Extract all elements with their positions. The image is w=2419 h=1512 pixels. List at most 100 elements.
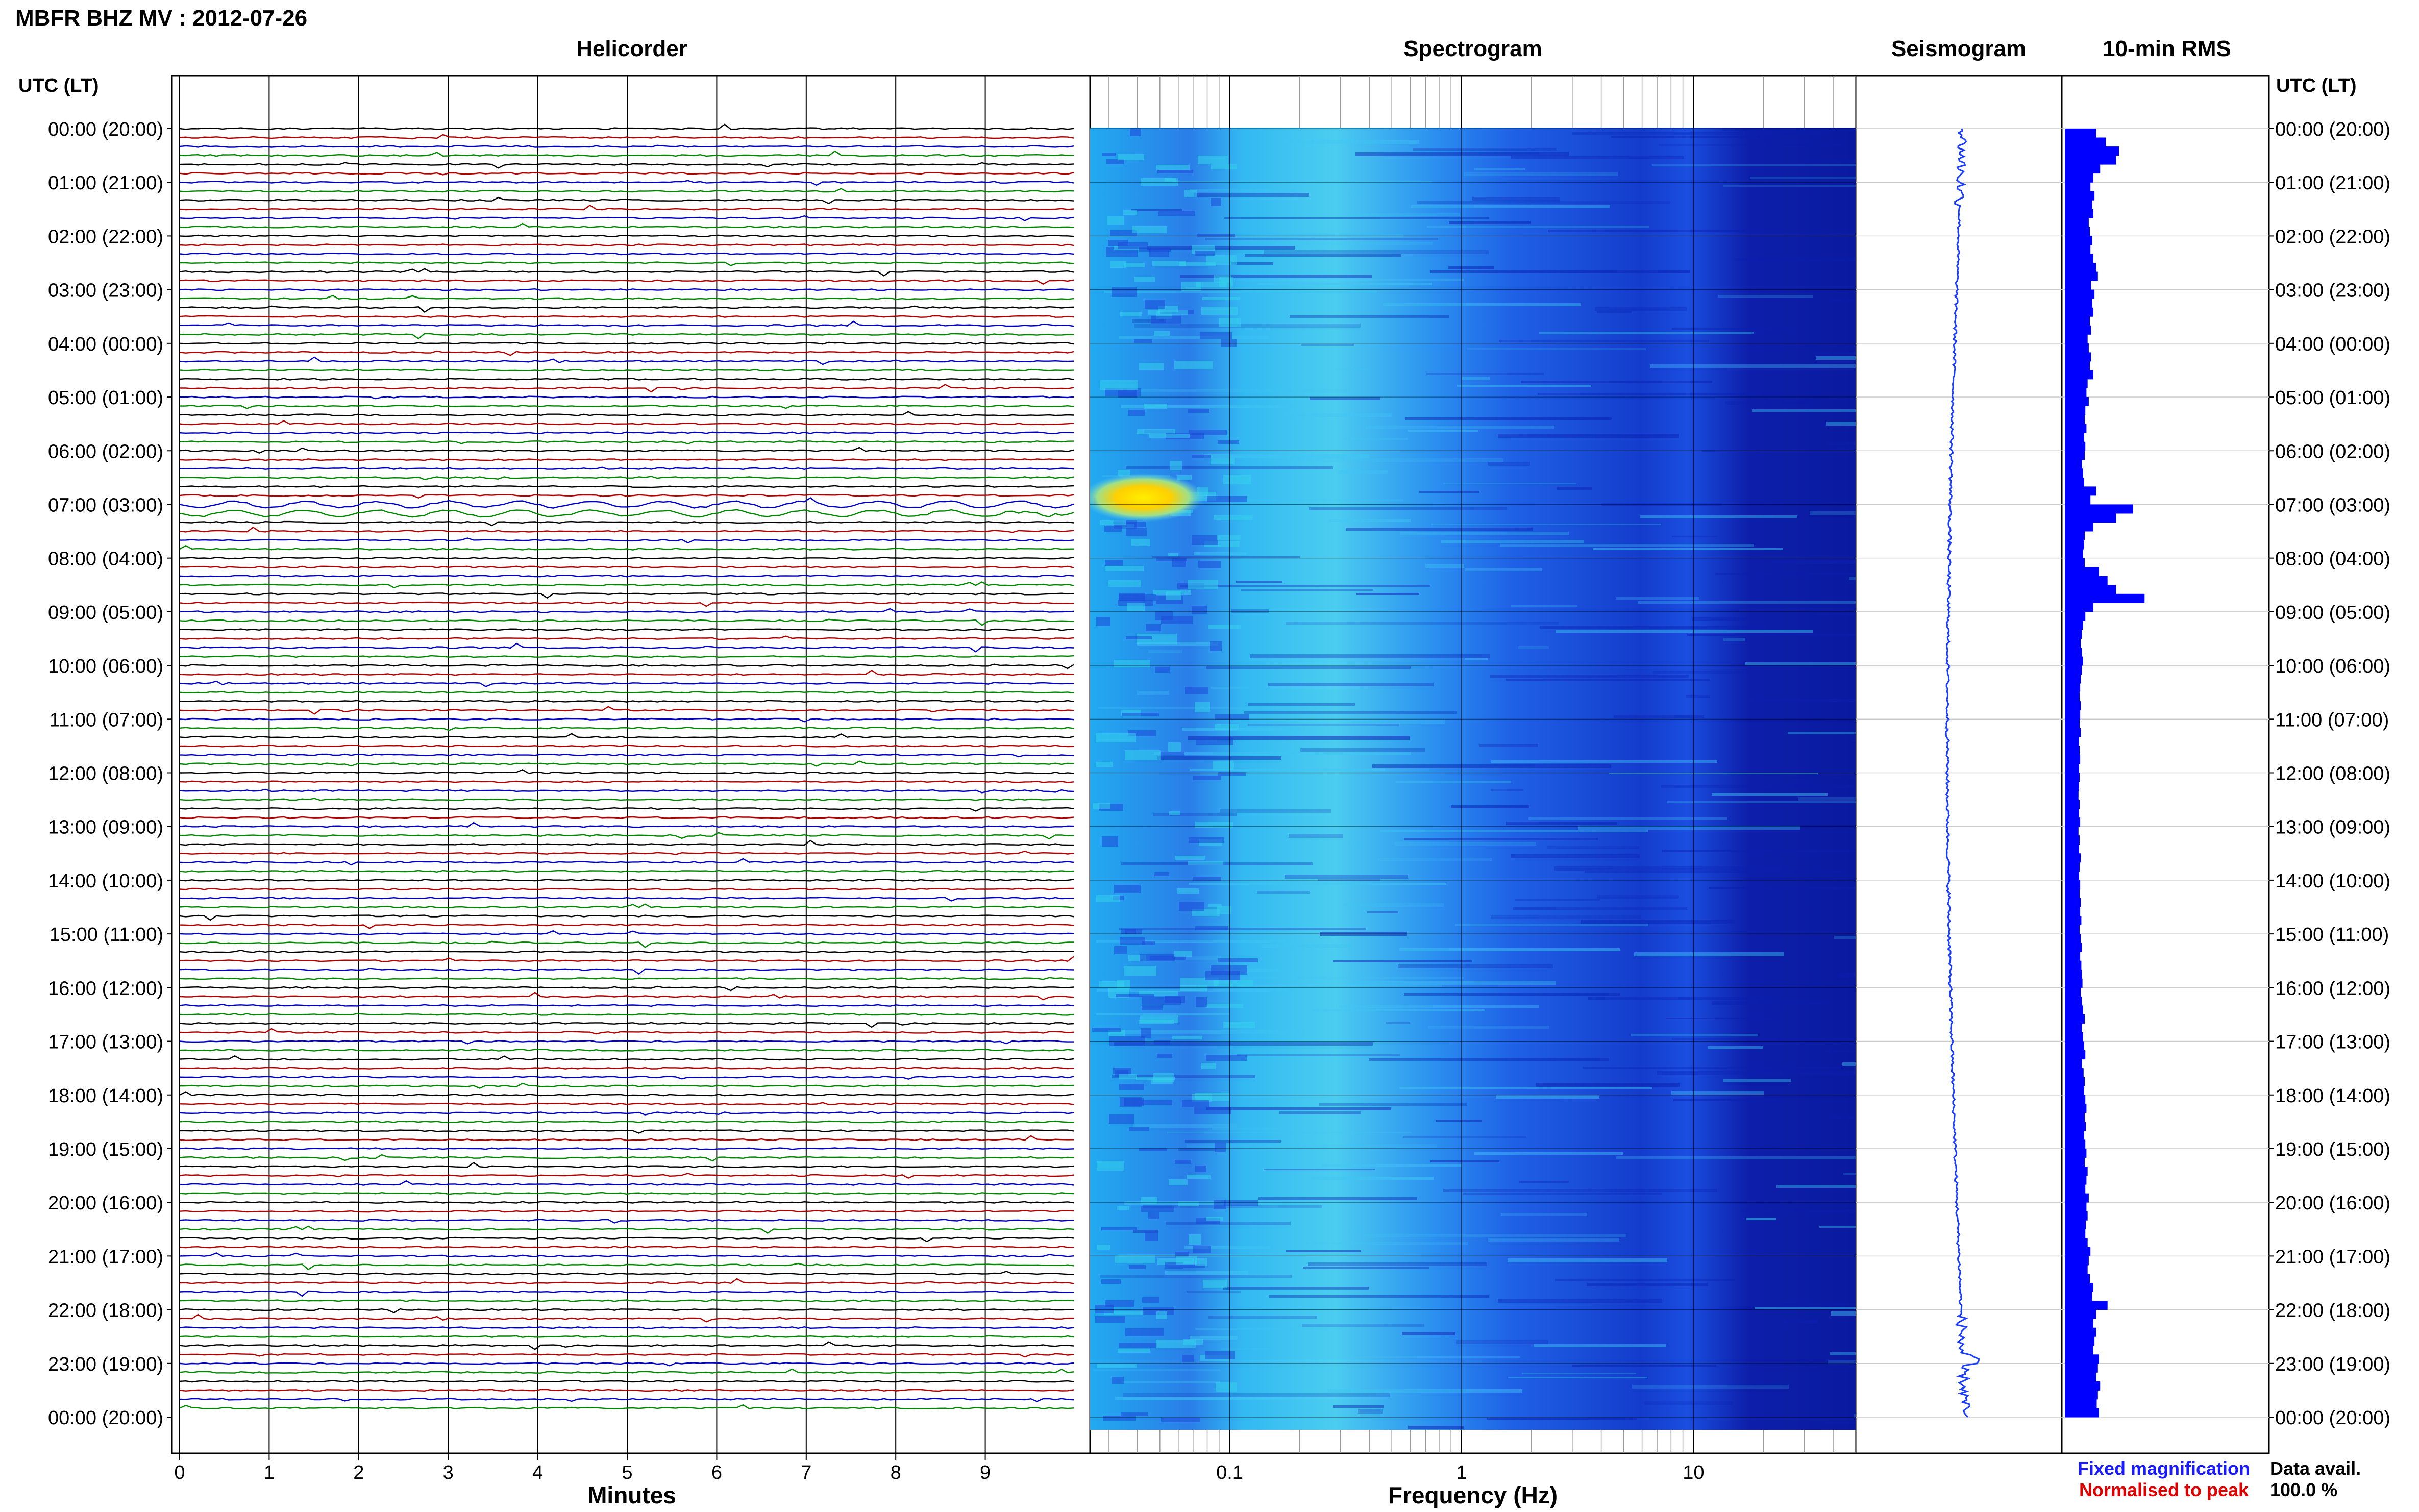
- spectrogram-band: [1107, 216, 1124, 225]
- helicorder-trace: [179, 150, 1074, 157]
- time-label-left: 16:00 (12:00): [48, 978, 163, 999]
- spectrogram-band: [1578, 826, 1800, 830]
- spectrogram-band: [1540, 626, 1765, 629]
- rms-bar: [2065, 271, 2098, 281]
- spectrogram-band: [1692, 617, 1746, 621]
- helicorder-trace: [179, 956, 1074, 962]
- spectrogram-band: [1118, 1349, 1150, 1353]
- helicorder-trace: [179, 1180, 1074, 1186]
- rms-bar: [2065, 576, 2108, 585]
- spectrogram-band: [1788, 732, 1856, 734]
- spectrogram-band: [1347, 213, 1460, 216]
- spectrogram-band: [1143, 1205, 1322, 1208]
- helicorder-trace: [179, 234, 1074, 238]
- helicorder-trace: [179, 879, 1074, 882]
- rms-bar: [2065, 1211, 2088, 1221]
- rms-bar: [2065, 495, 2091, 505]
- spectrogram-band: [1491, 789, 1523, 791]
- spectrogram-band: [1102, 836, 1118, 847]
- helicorder-trace: [179, 565, 1074, 568]
- frequency-tick-label: 10: [1683, 1462, 1704, 1483]
- rms-bar: [2065, 522, 2093, 532]
- spectrogram-band: [1593, 548, 1783, 550]
- spectrogram-band: [1661, 785, 1854, 788]
- spectrogram-band: [1101, 1279, 1121, 1284]
- rms-bar: [2065, 621, 2083, 630]
- spectrogram-band: [1328, 1389, 1522, 1393]
- spectrogram-band: [1411, 205, 1610, 208]
- spectrogram-band: [1400, 532, 1569, 535]
- helicorder-trace: [179, 144, 1074, 148]
- rms-bar: [2065, 1175, 2087, 1185]
- helicorder-trace: [179, 1075, 1074, 1080]
- rms-bar: [2065, 1336, 2095, 1346]
- rms-bar: [2065, 129, 2096, 138]
- spectrogram-band: [1112, 1377, 1124, 1384]
- rms-bar: [2065, 790, 2079, 800]
- rms-bar: [2065, 1086, 2084, 1096]
- spectrogram-band: [1405, 417, 1612, 420]
- spectrogram-band: [1180, 985, 1207, 991]
- rms-bar: [2065, 970, 2082, 979]
- spectrogram-band: [1499, 340, 1709, 342]
- spectrogram-band: [1430, 1160, 1499, 1162]
- spectrogram-band: [1141, 1197, 1157, 1204]
- rms-bar: [2065, 925, 2080, 934]
- spectrogram-band: [1175, 856, 1205, 860]
- spectrogram-band: [1141, 1206, 1174, 1212]
- rms-bar: [2065, 155, 2116, 165]
- spectrogram-band: [1184, 1246, 1270, 1249]
- helicorder-trace: [179, 1335, 1074, 1338]
- spectrogram-band: [1174, 361, 1213, 369]
- spectrogram-band: [1097, 1364, 1137, 1368]
- spectrogram-band: [1166, 591, 1181, 600]
- rms-bar: [2065, 1059, 2082, 1069]
- spectrogram-band: [1168, 553, 1178, 556]
- helicorder-trace: [179, 162, 1074, 169]
- spectrogram-band: [1120, 389, 1349, 392]
- spectrogram-band: [1465, 658, 1488, 660]
- spectrogram-band: [1195, 822, 1233, 828]
- time-label-left: 04:00 (00:00): [48, 334, 163, 355]
- spectrogram-band: [1211, 458, 1235, 464]
- rms-bar: [2065, 817, 2081, 827]
- rms-bar: [2065, 835, 2080, 845]
- helicorder-trace: [179, 733, 1074, 739]
- spectrogram-band: [1188, 580, 1218, 589]
- time-label-left: 11:00 (07:00): [50, 709, 163, 731]
- spectrogram-band: [1165, 1271, 1248, 1275]
- rms-bar: [2065, 764, 2079, 773]
- rms-bar: [2065, 289, 2095, 299]
- legend-normalised-to-peak: Normalised to peak: [2079, 1479, 2249, 1500]
- helicorder-trace: [179, 1404, 1074, 1410]
- spectrogram-band: [1413, 148, 1557, 151]
- rms-bar: [2065, 755, 2081, 764]
- helicorder-trace: [179, 930, 1074, 935]
- spectrogram-band: [1712, 793, 1828, 796]
- helicorder-trace: [179, 458, 1074, 461]
- spectrogram-band: [1616, 597, 1699, 600]
- helicorder-trace: [179, 985, 1074, 992]
- rms-bar: [2065, 1104, 2087, 1113]
- time-label-left: 23:00 (19:00): [48, 1354, 163, 1375]
- rms-bar: [2065, 1112, 2085, 1122]
- helicorder-trace: [179, 753, 1074, 758]
- spectrogram-band: [1154, 872, 1169, 876]
- rms-bar: [2065, 728, 2081, 737]
- spectrogram-band: [1123, 1393, 1390, 1397]
- time-label-right: 09:00 (05:00): [2275, 602, 2390, 624]
- spectrogram-band: [1194, 552, 1246, 555]
- spectrogram-band: [1195, 1328, 1341, 1330]
- rms-bar: [2065, 665, 2082, 675]
- helicorder-trace: [179, 914, 1074, 921]
- spectrogram-band: [1119, 336, 1269, 339]
- spectrogram-band: [1193, 1246, 1211, 1253]
- spectrogram-band: [1148, 310, 1188, 315]
- helicorder-trace: [179, 1049, 1074, 1052]
- helicorder-trace: [179, 745, 1074, 748]
- spectrogram-band: [1127, 603, 1145, 611]
- spectrogram-band: [1327, 279, 1464, 281]
- helicorder-trace: [179, 1135, 1074, 1142]
- spectrogram-band: [1672, 1038, 1856, 1040]
